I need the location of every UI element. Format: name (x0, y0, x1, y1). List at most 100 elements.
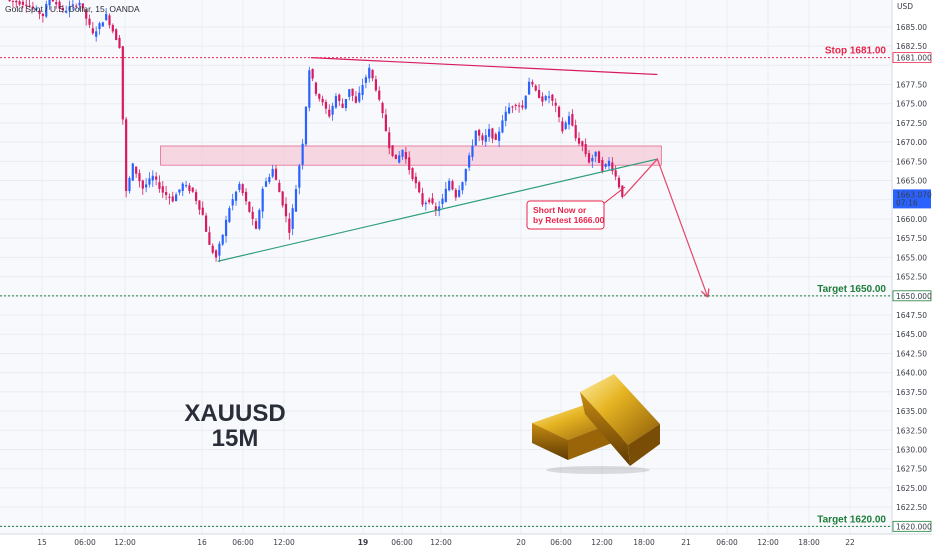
candle-body (191, 187, 194, 192)
symbol-title[interactable]: Gold Spot / U.S. Dollar, 15, OANDA (5, 4, 140, 14)
watermark-line-2: 15M (212, 425, 259, 452)
candle-body (131, 163, 134, 181)
candle-body (418, 182, 421, 193)
candle-body (514, 104, 517, 107)
candle (468, 152, 471, 171)
candle-body (11, 0, 15, 2)
candle-body (597, 151, 601, 163)
candle (341, 98, 344, 109)
candle (324, 99, 328, 114)
trade-annotation[interactable]: Short Now or by Retest 1666.00 (526, 186, 626, 230)
candle-body (141, 180, 144, 189)
candle-body (468, 155, 471, 168)
candle-body (298, 165, 301, 188)
price-tick-label: 1685.00 (896, 23, 927, 32)
candle-body (268, 177, 271, 183)
candle-body (424, 202, 427, 205)
candle (15, 0, 18, 8)
candle-body (364, 77, 368, 83)
candle-body (258, 210, 261, 229)
candle-body (481, 135, 484, 141)
candle (517, 102, 521, 113)
candle (374, 75, 377, 92)
candle (8, 0, 11, 3)
price-axis[interactable]: USD 1622.501625.001627.501630.001632.501… (891, 0, 932, 534)
candle (521, 100, 524, 110)
candle-body (517, 105, 521, 107)
candle-body (161, 186, 164, 193)
price-levels: Stop 1681.00 Target 1650.00 Target 1620.00 (0, 46, 892, 527)
resistance-zone (160, 145, 662, 166)
candle-body (601, 160, 604, 172)
candle (121, 46, 124, 125)
candle-body (155, 176, 158, 180)
candle-body (244, 191, 248, 202)
candle-body (384, 114, 387, 132)
candle (234, 190, 238, 206)
candle-body (91, 28, 94, 34)
time-tick-label: 06:00 (550, 538, 572, 547)
candle-body (135, 166, 138, 174)
candle (454, 187, 457, 201)
candle (11, 0, 15, 8)
candle (601, 156, 604, 174)
time-tick-label: 12:00 (273, 538, 295, 547)
candle-body (404, 151, 407, 160)
candle-body (594, 151, 597, 157)
candle (574, 119, 577, 142)
candle (38, 9, 41, 20)
candle-body (105, 13, 108, 20)
candle-body (208, 232, 211, 245)
candle (361, 78, 364, 100)
time-tick-label: 21 (681, 538, 691, 547)
level-label-stop: Stop 1681.00 (825, 46, 887, 57)
candle (577, 132, 581, 146)
candle-body (314, 82, 318, 94)
annotation-line-1: Short Now or (533, 205, 587, 215)
candle-body (184, 185, 188, 187)
candle-body (168, 196, 171, 198)
candle (368, 63, 371, 83)
candle-body (311, 69, 314, 79)
price-tick-label: 1625.00 (896, 484, 927, 493)
candle (581, 140, 584, 152)
time-axis[interactable]: 15 06:00 12:00 16 06:00 12:00 19 06:00 12:00 20 06… (0, 533, 932, 550)
candle (344, 98, 348, 112)
candle (494, 132, 497, 141)
candle (597, 150, 601, 163)
candle-body (55, 2, 58, 5)
candle (564, 120, 567, 131)
candle-body (567, 116, 571, 125)
candle (428, 197, 431, 205)
candle (231, 193, 234, 211)
candle-body (61, 7, 64, 10)
candle-body (374, 79, 377, 91)
candle (308, 66, 311, 112)
candle (284, 197, 288, 223)
candle-body (75, 5, 78, 7)
candle-body (35, 8, 38, 10)
candle-body (108, 15, 111, 26)
axis-badge-target-2 (892, 520, 932, 532)
candle-body (138, 173, 141, 182)
candle-body (577, 137, 581, 144)
candle (391, 145, 394, 158)
candle-body (491, 128, 494, 139)
candle-body (188, 185, 191, 192)
level-label-target-2: Target 1620.00 (817, 514, 886, 525)
candle-body (145, 184, 148, 188)
price-tick-label: 1675.00 (896, 100, 927, 109)
candle-body (321, 98, 324, 103)
candle (474, 130, 477, 147)
time-tick-label: 12:00 (114, 538, 136, 547)
candle (268, 173, 271, 185)
candle (28, 0, 31, 8)
candle (181, 182, 184, 197)
candle (607, 157, 611, 170)
candle-body (324, 101, 328, 109)
candle (527, 77, 531, 95)
candle-body (488, 128, 491, 137)
candle (101, 21, 104, 27)
